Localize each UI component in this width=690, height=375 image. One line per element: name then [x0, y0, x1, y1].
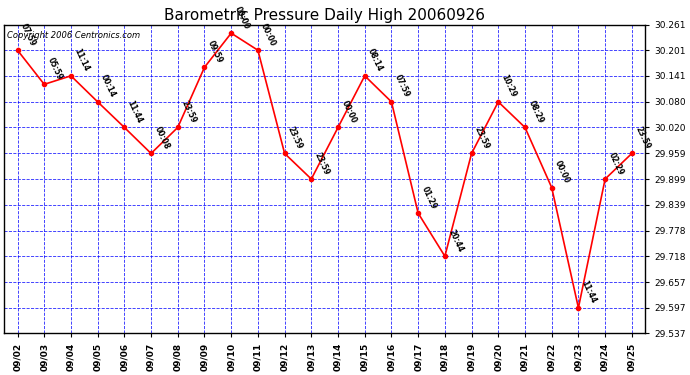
Text: 10:29: 10:29	[500, 74, 518, 99]
Text: 11:14: 11:14	[72, 47, 90, 73]
Text: 23:59: 23:59	[286, 125, 304, 151]
Text: 00:08: 00:08	[152, 125, 171, 151]
Text: 11:44: 11:44	[580, 279, 598, 305]
Title: Barometric Pressure Daily High 20060926: Barometric Pressure Daily High 20060926	[164, 9, 485, 24]
Text: Copyright 2006 Centronics.com: Copyright 2006 Centronics.com	[8, 31, 141, 40]
Text: 08:14: 08:14	[366, 47, 384, 73]
Text: 11:44: 11:44	[126, 99, 144, 124]
Text: 23:59: 23:59	[633, 125, 651, 151]
Text: 01:29: 01:29	[420, 185, 438, 210]
Text: 20:44: 20:44	[446, 228, 464, 254]
Text: 23:59: 23:59	[179, 99, 197, 124]
Text: 08:29: 08:29	[526, 99, 545, 124]
Text: 02:29: 02:29	[607, 151, 625, 176]
Text: 00:00: 00:00	[259, 22, 277, 48]
Text: 00:00: 00:00	[553, 159, 571, 185]
Text: 00:00: 00:00	[233, 5, 251, 30]
Text: 23:59: 23:59	[313, 151, 331, 176]
Text: 00:00: 00:00	[339, 99, 358, 124]
Text: 05:59: 05:59	[46, 56, 64, 82]
Text: 09:59: 09:59	[206, 39, 224, 64]
Text: 00:14: 00:14	[99, 74, 117, 99]
Text: 07:59: 07:59	[393, 74, 411, 99]
Text: 07:59: 07:59	[19, 22, 37, 48]
Text: 23:59: 23:59	[473, 125, 491, 151]
